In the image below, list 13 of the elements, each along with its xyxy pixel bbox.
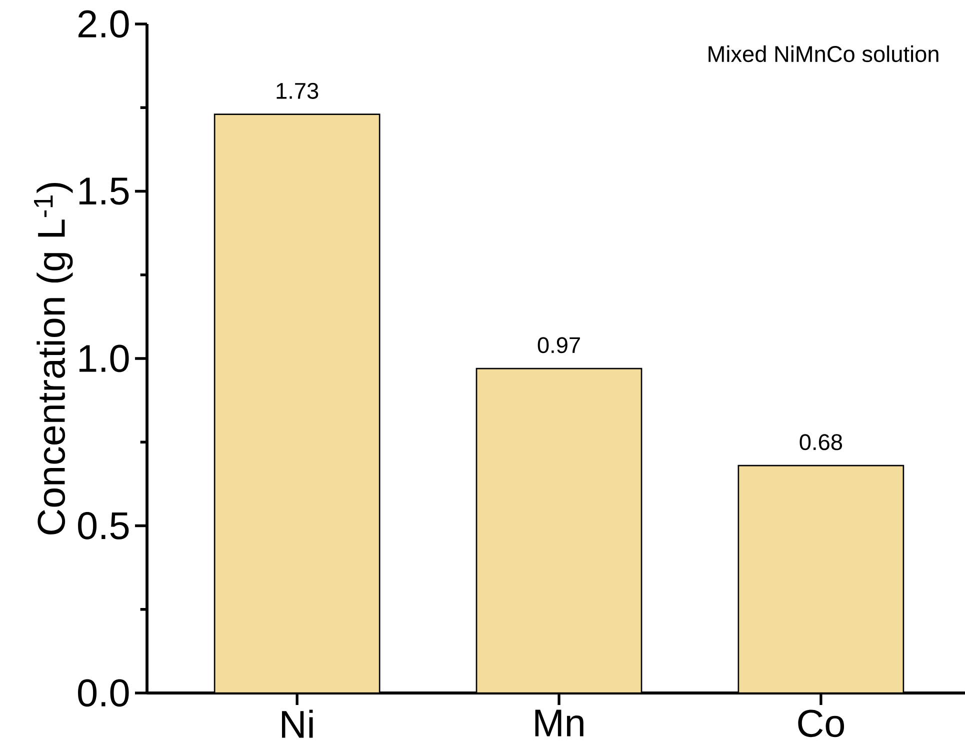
y-axis-title: Concentration (g L$^{-1}$)	[34, 183, 73, 534]
x-tick-label: Mn	[535, 710, 584, 736]
annotation: Mixed NiMnCo solution	[708, 45, 938, 62]
y-tick-label: 0.0	[78, 679, 129, 707]
data-label: 1.73	[276, 82, 318, 99]
data-label: 0.97	[538, 337, 580, 354]
data-label: 0.68	[800, 434, 842, 450]
x-tick-label: Co	[798, 710, 844, 738]
x-tick-label: Ni	[282, 710, 313, 738]
y-tick-label: 0.5	[78, 512, 129, 540]
y-tick-label: 1.0	[79, 344, 129, 372]
y-tick-label: 1.5	[79, 178, 129, 205]
y-tick-label: 2.0	[78, 10, 129, 38]
